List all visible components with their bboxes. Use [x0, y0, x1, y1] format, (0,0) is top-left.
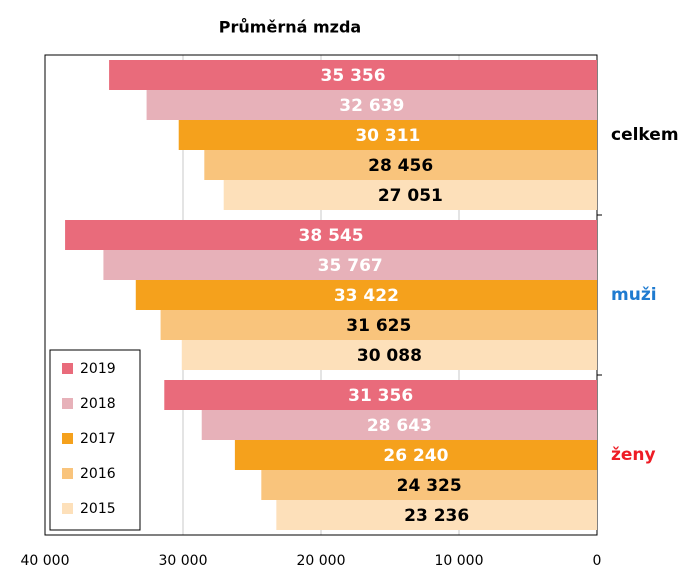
value-label: 38 545 — [299, 226, 364, 246]
value-label: 26 240 — [383, 446, 448, 466]
bar — [103, 250, 597, 280]
legend: 2019 2018 2017 2016 2015 — [49, 349, 141, 531]
legend-label: 2018 — [80, 396, 116, 412]
legend-label: 2019 — [80, 361, 116, 377]
legend-swatch — [62, 433, 73, 444]
value-label: 24 325 — [397, 476, 462, 496]
bar — [223, 180, 597, 210]
value-label: 28 456 — [368, 156, 433, 176]
bar — [261, 470, 597, 500]
x-tick-label: 20 000 — [297, 553, 346, 569]
value-label: 27 051 — [378, 186, 443, 206]
x-tick-label: 40 000 — [21, 553, 70, 569]
value-label: 35 767 — [318, 256, 383, 276]
bar — [109, 60, 598, 90]
bar — [160, 310, 597, 340]
chart-title: Průměrná mzda — [219, 18, 361, 37]
value-label: 35 356 — [321, 66, 386, 86]
bar — [135, 280, 597, 310]
bar — [178, 120, 598, 150]
value-label: 31 356 — [348, 386, 413, 406]
bar — [181, 340, 598, 370]
bar — [276, 500, 597, 530]
legend-label: 2017 — [80, 431, 116, 447]
value-label: 31 625 — [346, 316, 411, 336]
category-label: ženy — [611, 445, 656, 465]
legend-label: 2015 — [80, 501, 116, 517]
legend-swatch — [62, 468, 73, 479]
bar — [234, 440, 597, 470]
bar — [164, 380, 597, 410]
legend-swatch — [62, 363, 73, 374]
bar — [201, 410, 597, 440]
bar — [146, 90, 598, 120]
legend-label: 2016 — [80, 466, 116, 482]
value-label: 23 236 — [404, 506, 469, 526]
legend-swatch — [62, 503, 73, 514]
value-label: 30 311 — [355, 126, 420, 146]
legend-swatch — [62, 398, 73, 409]
x-tick-label: 0 — [593, 553, 602, 569]
value-label: 33 422 — [334, 286, 399, 306]
bar — [65, 220, 598, 250]
value-label: 28 643 — [367, 416, 432, 436]
value-label: 32 639 — [339, 96, 404, 116]
category-label: muži — [611, 285, 657, 305]
category-label: celkem — [611, 125, 679, 145]
x-tick-label: 10 000 — [435, 553, 484, 569]
bar — [204, 150, 598, 180]
value-label: 30 088 — [357, 346, 422, 366]
x-tick-label: 30 000 — [159, 553, 208, 569]
